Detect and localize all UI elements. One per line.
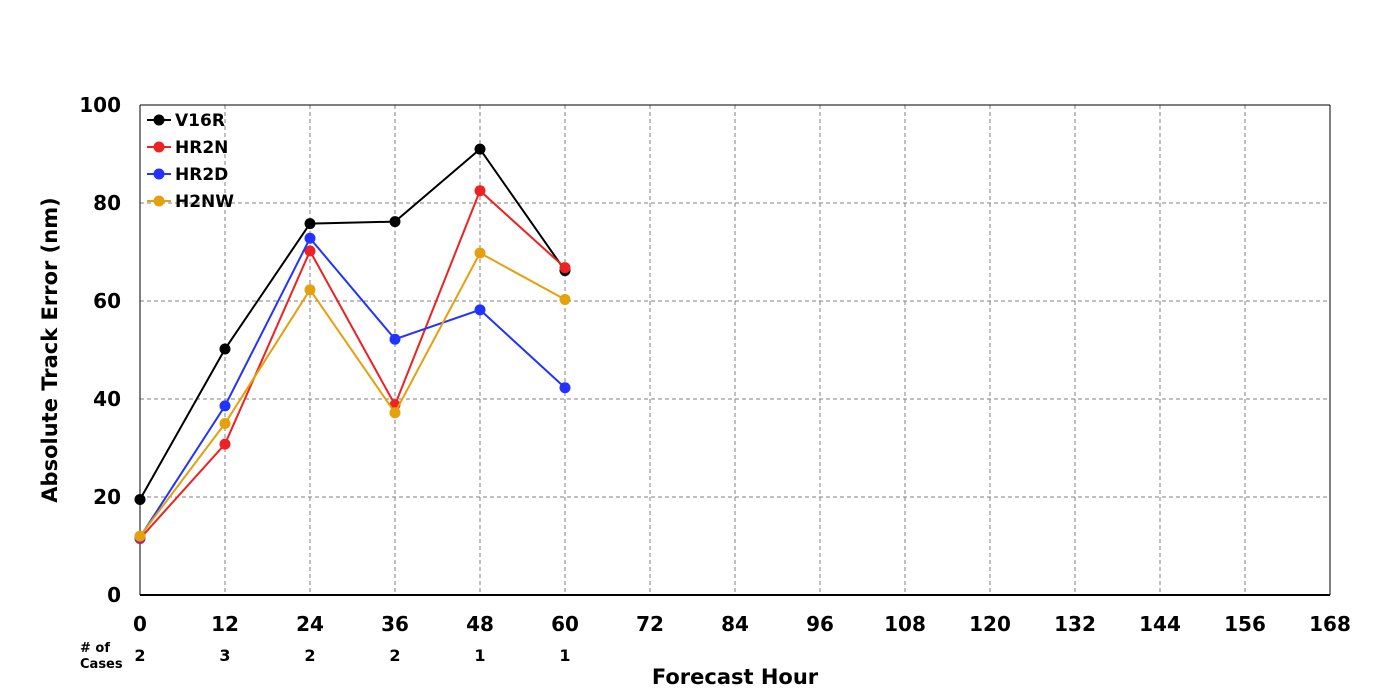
y-tick-label: 80 — [93, 191, 121, 215]
legend-marker-h2nw — [153, 195, 165, 207]
x-tick-label: 48 — [466, 612, 494, 636]
data-point-hr2n — [304, 245, 316, 257]
x-tick-label: 84 — [721, 612, 749, 636]
data-point-v16r — [389, 216, 401, 228]
y-axis-title: Absolute Track Error (nm) — [38, 197, 62, 502]
data-point-h2nw — [559, 294, 571, 306]
legend-label-hr2n: HR2N — [175, 138, 228, 158]
case-count: 2 — [304, 646, 315, 665]
x-tick-label: 156 — [1224, 612, 1266, 636]
x-tick-label: 168 — [1309, 612, 1351, 636]
data-point-hr2n — [474, 185, 486, 197]
x-tick-label: 108 — [884, 612, 926, 636]
data-point-v16r — [304, 218, 316, 230]
y-tick-label: 20 — [93, 485, 121, 509]
y-tick-label: 60 — [93, 289, 121, 313]
data-point-hr2d — [389, 333, 401, 345]
data-point-h2nw — [389, 407, 401, 419]
series-line-v16r — [139, 147, 566, 500]
grid — [140, 105, 1330, 595]
x-tick-label: 36 — [381, 612, 409, 636]
case-count: 2 — [134, 646, 145, 665]
data-point-h2nw — [474, 247, 486, 259]
case-count: 3 — [219, 646, 230, 665]
data-point-h2nw — [219, 418, 231, 429]
legend-marker-v16r — [153, 114, 165, 126]
legend: V16R HR2N HR2D H2NW — [147, 111, 234, 212]
y-tick-label: 0 — [107, 583, 121, 607]
data-point-hr2d — [559, 382, 571, 394]
y-tick-label: 40 — [93, 387, 121, 411]
legend-marker-hr2n — [153, 141, 165, 153]
case-count: 1 — [559, 646, 570, 665]
x-tick-label: 96 — [806, 612, 834, 636]
cases-label: # of — [80, 641, 110, 656]
tick-labels: 0 12 24 36 48 60 72 84 96 108 120 132 144 156 168 0 20 40… — [79, 93, 1351, 636]
x-tick-label: 60 — [551, 612, 579, 636]
data-point-h2nw — [134, 530, 146, 542]
axes — [139, 104, 1331, 596]
data-point-v16r — [134, 493, 146, 505]
x-axis-title: Forecast Hour — [652, 665, 819, 689]
legend-label-h2nw: H2NW — [175, 192, 234, 212]
data-point-hr2d — [474, 304, 486, 316]
data-point-v16r — [474, 143, 486, 155]
series-line-h2nw — [139, 251, 566, 537]
series-group — [134, 143, 571, 545]
x-tick-label: 72 — [636, 612, 664, 636]
data-point-hr2n — [559, 262, 571, 274]
x-tick-label: 132 — [1054, 612, 1096, 636]
series-line-hr2n — [139, 189, 566, 540]
legend-label-hr2d: HR2D — [175, 165, 228, 185]
legend-marker-hr2d — [153, 168, 165, 180]
x-tick-label: 120 — [969, 612, 1011, 636]
x-tick-label: 12 — [211, 612, 239, 636]
legend-label-v16r: V16R — [175, 111, 225, 131]
data-point-v16r — [219, 343, 231, 355]
x-tick-label: 24 — [296, 612, 324, 636]
case-count: 2 — [389, 646, 400, 665]
x-tick-label: 0 — [133, 612, 147, 636]
data-point-hr2d — [219, 400, 231, 412]
x-tick-label: 144 — [1139, 612, 1181, 636]
case-count: 1 — [474, 646, 485, 665]
series-line-hr2d — [139, 236, 566, 538]
data-point-hr2n — [219, 438, 231, 450]
cases-label: Cases — [80, 657, 123, 672]
data-point-h2nw — [304, 284, 316, 296]
y-tick-label: 100 — [79, 93, 121, 117]
data-point-hr2d — [304, 232, 316, 244]
